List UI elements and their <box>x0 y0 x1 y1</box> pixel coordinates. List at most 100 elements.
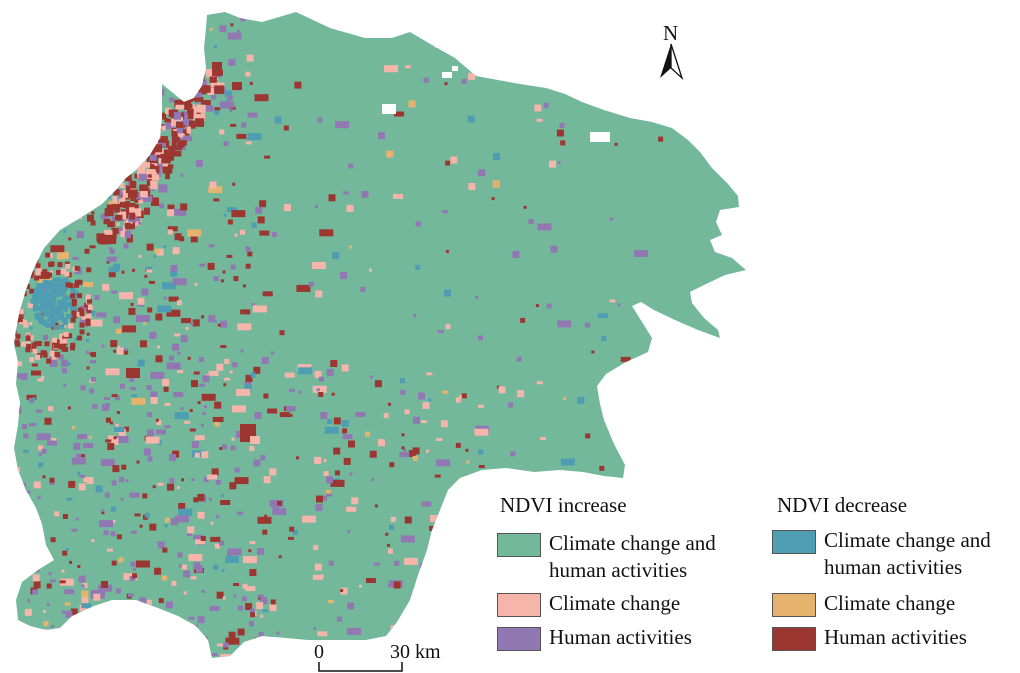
ndvi-patch <box>47 303 53 309</box>
ndvi-patch <box>96 233 105 241</box>
ndvi-patch <box>81 603 92 609</box>
ndvi-patch <box>119 292 133 300</box>
ndvi-patch <box>134 38 140 44</box>
ndvi-patch <box>22 284 27 290</box>
ndvi-patch <box>447 607 451 611</box>
ndvi-patch <box>585 433 591 439</box>
ndvi-patch <box>61 220 67 226</box>
ndvi-patch <box>378 439 385 447</box>
ndvi-patch <box>237 511 244 515</box>
ndvi-patch <box>318 376 324 382</box>
ndvi-patch <box>256 602 264 610</box>
ndvi-patch <box>111 480 117 486</box>
ndvi-patch <box>590 20 597 24</box>
ndvi-patch <box>32 574 40 582</box>
ndvi-patch <box>29 288 35 294</box>
ndvi-patch <box>116 411 120 414</box>
ndvi-patch <box>466 460 470 464</box>
ndvi-patch <box>223 213 227 217</box>
ndvi-patch <box>707 84 713 90</box>
ndvi-patch <box>317 631 328 637</box>
ndvi-patch <box>162 547 168 553</box>
ndvi-patch <box>331 392 335 396</box>
ndvi-patch <box>73 442 81 450</box>
ndvi-patch <box>9 286 14 291</box>
ndvi-patch <box>228 631 236 639</box>
ndvi-patch <box>210 536 221 542</box>
ndvi-patch <box>130 530 137 534</box>
ndvi-patch <box>169 477 175 483</box>
ndvi-patch <box>114 436 129 443</box>
ndvi-patch <box>27 158 31 162</box>
ndvi-patch <box>14 315 15 321</box>
ndvi-patch <box>185 327 189 330</box>
ndvi-patch <box>93 76 99 82</box>
ndvi-patch <box>113 159 119 165</box>
ndvi-patch <box>4 317 9 322</box>
ndvi-patch <box>324 426 339 434</box>
ndvi-patch <box>42 350 48 356</box>
ndvi-patch <box>199 76 205 81</box>
ndvi-patch <box>176 24 179 28</box>
ndvi-patch <box>250 612 256 618</box>
ndvi-patch <box>38 462 44 468</box>
ndvi-patch <box>37 126 52 134</box>
ndvi-patch <box>126 234 133 243</box>
ndvi-patch <box>61 346 67 352</box>
ndvi-patch <box>228 58 236 66</box>
ndvi-patch <box>216 515 220 519</box>
ndvi-patch <box>369 268 372 272</box>
ndvi-patch <box>159 112 167 120</box>
legend-label-line: Climate change and <box>824 528 991 552</box>
ndvi-patch <box>224 377 231 381</box>
ndvi-patch <box>294 81 302 89</box>
ndvi-patch <box>165 171 170 180</box>
ndvi-patch <box>475 295 479 299</box>
ndvi-patch <box>49 579 56 583</box>
ndvi-patch <box>517 390 525 398</box>
ndvi-patch <box>312 574 323 580</box>
ndvi-patch <box>118 144 125 148</box>
ndvi-patch <box>110 531 116 537</box>
ndvi-patch <box>137 359 145 367</box>
ndvi-patch <box>226 207 237 213</box>
ndvi-patch <box>169 454 176 461</box>
ndvi-patch <box>188 616 195 620</box>
ndvi-patch <box>99 643 103 647</box>
ndvi-patch <box>209 27 213 31</box>
ndvi-patch <box>57 74 68 80</box>
ndvi-patch <box>434 43 440 48</box>
ndvi-patch <box>105 617 120 625</box>
ndvi-patch <box>14 330 17 336</box>
ndvi-patch <box>175 122 184 128</box>
ndvi-patch <box>445 249 449 253</box>
ndvi-patch <box>180 173 184 177</box>
ndvi-patch <box>111 216 117 222</box>
ndvi-patch <box>43 203 49 209</box>
ndvi-patch <box>25 284 31 290</box>
ndvi-patch <box>20 272 25 278</box>
ndvi-patch <box>617 303 621 307</box>
ndvi-patch <box>263 476 271 484</box>
ndvi-patch <box>129 574 133 578</box>
ndvi-patch <box>554 53 569 61</box>
ndvi-patch <box>234 467 240 473</box>
ndvi-patch <box>332 252 340 259</box>
ndvi-patch <box>210 82 221 87</box>
ndvi-patch <box>31 370 41 376</box>
ndvi-patch <box>512 66 520 74</box>
ndvi-patch <box>61 68 67 74</box>
ndvi-patch <box>153 254 157 258</box>
ndvi-patch <box>255 206 263 214</box>
ndvi-patch <box>125 479 129 483</box>
ndvi-patch <box>118 429 126 436</box>
ndvi-patch <box>197 616 205 624</box>
ndvi-patch <box>92 619 102 625</box>
ndvi-patch <box>50 245 65 253</box>
ndvi-patch <box>50 307 56 312</box>
ndvi-patch <box>278 555 282 559</box>
ndvi-patch <box>230 23 234 27</box>
ndvi-patch <box>73 20 77 24</box>
ndvi-patch <box>231 437 235 441</box>
ndvi-patch <box>180 89 185 99</box>
